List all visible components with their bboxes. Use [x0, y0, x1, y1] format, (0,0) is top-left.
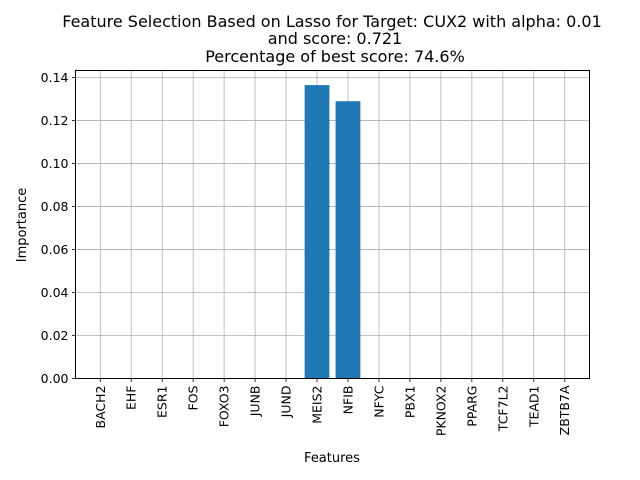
- x-tick-label: EHF: [124, 386, 139, 411]
- y-axis-label: Importance: [15, 188, 30, 263]
- chart-title-line-1: Feature Selection Based on Lasso for Tar…: [62, 12, 602, 31]
- y-tick-label: 0.02: [41, 328, 69, 343]
- grid-lines: [75, 70, 590, 379]
- chart-title-line-3: Percentage of best score: 74.6%: [205, 47, 465, 66]
- x-axis-label: Features: [304, 451, 360, 466]
- x-tick-label: NFYC: [371, 385, 386, 417]
- x-tick-label: FOXO3: [217, 386, 232, 428]
- y-tick-label: 0.06: [41, 242, 69, 257]
- chart-title-line-2: and score: 0.721: [268, 29, 402, 48]
- bar-nfib: [335, 101, 361, 379]
- y-tick-label: 0.14: [41, 70, 69, 85]
- x-tick-label: NFIB: [340, 386, 355, 415]
- x-tick-label: BACH2: [93, 386, 108, 429]
- x-tick-label: MEIS2: [310, 386, 325, 424]
- x-tick-label: ZBTB7A: [557, 385, 572, 435]
- x-tick-label: ESR1: [155, 386, 170, 418]
- y-tick-label: 0.08: [41, 199, 69, 214]
- chart-title: Feature Selection Based on Lasso for Tar…: [62, 12, 602, 66]
- x-tick-label: FOS: [186, 385, 201, 410]
- x-axis-ticks: BACH2 EHF ESR1 FOS FOXO3 JUNB JUND MEIS2 NFIB NFY…: [93, 378, 572, 437]
- bars: [304, 85, 361, 379]
- y-tick-label: 0.12: [41, 113, 69, 128]
- bar-meis2: [304, 85, 330, 379]
- x-tick-label: TEAD1: [526, 386, 541, 429]
- plot-frame: [75, 70, 590, 379]
- y-tick-label: 0.04: [41, 285, 69, 300]
- x-tick-label: TCF7L2: [495, 386, 510, 433]
- y-tick-label: 0.10: [41, 156, 69, 171]
- x-tick-label: JUNB: [248, 386, 263, 418]
- x-tick-label: PPARG: [464, 386, 479, 427]
- x-tick-label: PKNOX2: [433, 386, 448, 437]
- x-tick-label: JUND: [279, 386, 294, 419]
- y-axis-ticks: 0.00 0.02 0.04 0.06 0.08 0.10 0.12 0.14: [41, 70, 76, 386]
- x-tick-label: PBX1: [402, 386, 417, 419]
- y-tick-label: 0.00: [41, 371, 69, 386]
